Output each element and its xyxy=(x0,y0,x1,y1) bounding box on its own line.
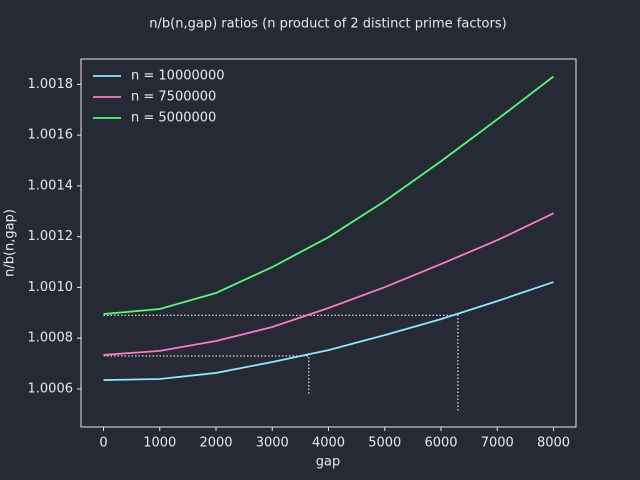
y-tick-label: 1.0010 xyxy=(28,280,74,295)
legend-label: n = 7500000 xyxy=(131,90,216,105)
y-tick-label: 1.0006 xyxy=(28,381,74,396)
y-tick-label: 1.0012 xyxy=(28,229,74,244)
x-tick-label: 0 xyxy=(99,436,107,451)
chart-title: n/b(n,gap) ratios (n product of 2 distin… xyxy=(149,17,506,32)
y-tick-label: 1.0018 xyxy=(28,77,74,92)
series-line xyxy=(103,281,554,381)
x-tick-label: 8000 xyxy=(537,436,570,451)
y-tick-label: 1.0016 xyxy=(28,128,74,143)
x-tick-label: 6000 xyxy=(424,436,457,451)
x-tick-label: 4000 xyxy=(312,436,345,451)
series-line xyxy=(103,212,554,356)
guide-line xyxy=(103,355,310,396)
y-tick-label: 1.0008 xyxy=(28,331,74,346)
legend-label: n = 5000000 xyxy=(131,111,216,126)
x-axis-label: gap xyxy=(316,455,340,470)
x-tick-label: 7000 xyxy=(481,436,514,451)
x-tick-label: 5000 xyxy=(368,436,401,451)
series-line xyxy=(103,75,555,315)
y-tick-label: 1.0014 xyxy=(28,178,74,193)
guide-line xyxy=(103,314,459,412)
x-tick-label: 1000 xyxy=(143,436,176,451)
legend-label: n = 10000000 xyxy=(131,69,225,84)
x-tick-label: 3000 xyxy=(256,436,289,451)
x-tick-label: 2000 xyxy=(199,436,232,451)
y-axis-label: n/b(n,gap) xyxy=(3,209,18,277)
